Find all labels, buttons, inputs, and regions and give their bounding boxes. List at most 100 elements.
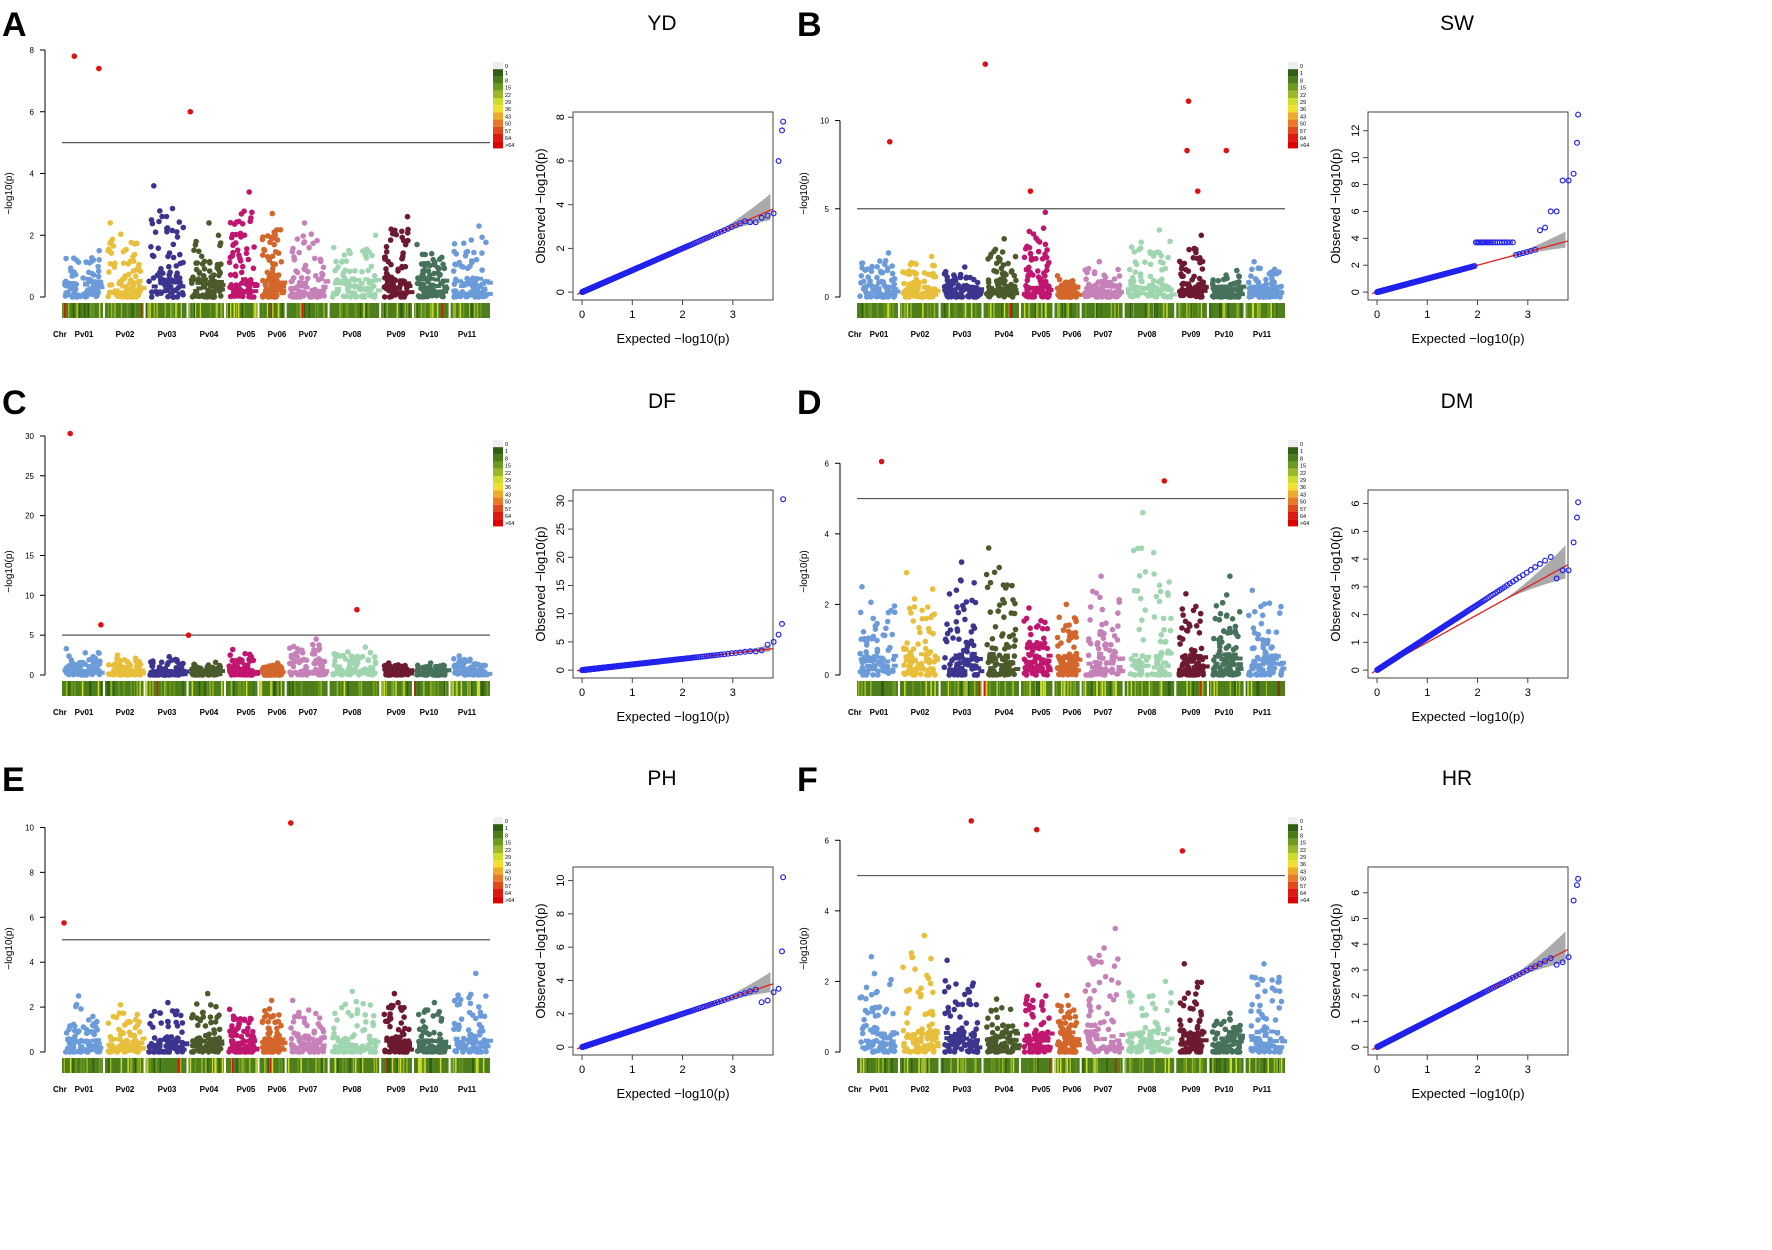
snp-point [360, 248, 366, 254]
snp-point [308, 231, 315, 237]
snp-point [150, 660, 156, 666]
snp-point-cluster [314, 291, 321, 296]
snp-point [872, 626, 879, 632]
snp-point-cluster [376, 288, 383, 293]
density-stripe [347, 303, 349, 318]
density-stripe [1043, 303, 1046, 318]
snp-point [957, 660, 963, 666]
snp-point-cluster [280, 289, 287, 294]
snp-point-cluster [266, 289, 273, 294]
density-stripe [481, 681, 483, 696]
snp-point [1044, 262, 1050, 269]
density-stripe [165, 681, 167, 696]
chromosome-label: Pv02 [116, 330, 135, 339]
snp-point [950, 635, 956, 641]
density-stripe [211, 303, 214, 318]
snp-point [930, 262, 936, 269]
density-stripe [268, 303, 270, 318]
snp-point-cluster [155, 290, 162, 295]
snp-point-cluster [913, 290, 920, 295]
snp-point [82, 650, 89, 656]
snp-point-cluster [164, 288, 171, 293]
snp-point [226, 259, 233, 266]
snp-point [1162, 265, 1169, 272]
qq-y-tick-label: 30 [555, 495, 567, 507]
snp-point [80, 659, 86, 666]
snp-point-cluster [1074, 285, 1081, 290]
snp-point-cluster [196, 286, 203, 291]
snp-density-band [413, 681, 449, 696]
snp-point [381, 294, 388, 300]
qq-y-tick-label: 8 [1350, 181, 1362, 187]
density-stripe [228, 303, 230, 318]
legend-label: 50 [505, 122, 511, 128]
density-stripe [401, 681, 403, 696]
snp-point [367, 649, 374, 656]
density-stripe [180, 303, 183, 318]
snp-point [1012, 637, 1018, 643]
significant-snp-point [886, 138, 893, 145]
density-stripe [373, 681, 375, 696]
snp-point-cluster [1105, 289, 1112, 294]
qq-x-tick-label: 3 [730, 309, 736, 321]
density-stripe [420, 303, 423, 318]
density-stripe-high [156, 681, 158, 696]
y-tick-label: 2 [30, 231, 35, 240]
snp-point-cluster [234, 283, 241, 288]
snp-point-cluster [1038, 292, 1045, 297]
snp-point [206, 663, 212, 670]
snp-point [318, 275, 325, 282]
snp-point-cluster [131, 290, 138, 295]
qq-y-tick-label: 6 [555, 158, 567, 164]
panel-label: D [797, 384, 822, 422]
density-stripe [1221, 303, 1223, 318]
snp-point [157, 208, 163, 214]
snp-point [80, 275, 86, 281]
density-stripe [1003, 303, 1006, 318]
snp-point-cluster [1134, 292, 1141, 297]
snp-point [902, 294, 909, 300]
snp-point-cluster [1227, 291, 1233, 296]
legend-label: 0 [1300, 64, 1303, 70]
snp-point [289, 278, 295, 284]
density-stripe [456, 681, 458, 696]
snp-point [314, 658, 321, 664]
snp-point-cluster [355, 278, 362, 283]
snp-point [471, 249, 477, 256]
density-stripe [436, 303, 439, 318]
snp-point [133, 273, 139, 280]
snp-point-cluster [375, 277, 382, 282]
snp-point [176, 219, 183, 225]
snp-point [155, 245, 162, 251]
snp-point [204, 294, 211, 300]
manhattan-points [857, 509, 1287, 678]
snp-point-cluster [1035, 285, 1042, 290]
legend-swatch [493, 461, 503, 469]
snp-point-cluster [481, 286, 488, 291]
density-stripe [1223, 303, 1225, 318]
density-stripe [87, 303, 89, 318]
snp-point-cluster [270, 287, 277, 292]
qq-x-tick-label: 0 [1374, 309, 1380, 321]
snp-point [995, 608, 1001, 614]
legend-label: 15 [505, 86, 511, 92]
snp-point-cluster [1155, 289, 1162, 294]
density-stripe [1239, 303, 1241, 318]
density-stripe [406, 681, 409, 696]
snp-point-cluster [433, 669, 440, 674]
snp-point [125, 659, 131, 665]
qq-point [1553, 208, 1560, 215]
snp-point [921, 278, 928, 285]
density-band-bg [450, 303, 490, 318]
snp-point [392, 662, 399, 669]
snp-point-cluster [367, 286, 374, 291]
significant-snp-point [187, 108, 194, 115]
snp-point-cluster [913, 284, 920, 289]
snp-point-cluster [311, 671, 318, 676]
snp-point [942, 636, 949, 643]
snp-point-cluster [1132, 285, 1139, 290]
snp-point-cluster [987, 286, 994, 291]
snp-point [352, 268, 358, 274]
snp-point [860, 629, 867, 635]
